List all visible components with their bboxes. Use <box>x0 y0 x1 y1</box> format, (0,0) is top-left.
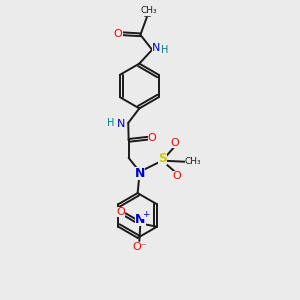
Text: H: H <box>107 118 114 128</box>
Text: N: N <box>117 119 125 129</box>
Text: O⁻: O⁻ <box>132 242 147 252</box>
Text: O: O <box>116 207 125 218</box>
Text: O: O <box>148 133 157 143</box>
Text: O: O <box>114 29 123 39</box>
Text: S: S <box>158 152 167 166</box>
Text: N: N <box>135 213 146 226</box>
Text: N: N <box>135 167 145 180</box>
Text: CH₃: CH₃ <box>140 6 157 15</box>
Text: CH₃: CH₃ <box>184 157 201 166</box>
Text: H: H <box>161 45 168 55</box>
Text: O: O <box>171 138 179 148</box>
Text: N: N <box>152 43 160 53</box>
Text: O: O <box>173 171 182 182</box>
Text: +: + <box>142 210 149 219</box>
